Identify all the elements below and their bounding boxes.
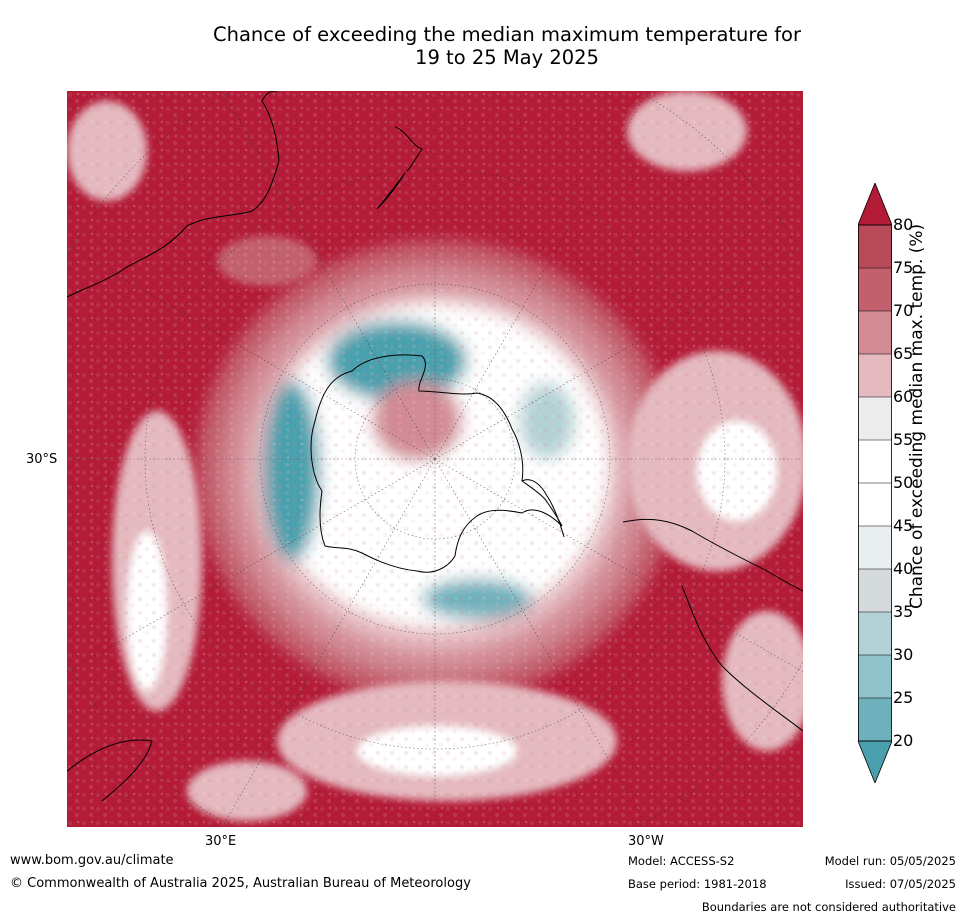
colorbar-tick-label: 70	[893, 301, 914, 320]
colorbar-band	[858, 612, 892, 655]
coastlines	[67, 91, 803, 802]
south-america-coast-2	[681, 585, 803, 732]
colorbar-band	[858, 440, 892, 483]
new-zealand-north-coast	[394, 126, 423, 172]
lat-label-30s: 30°S	[26, 452, 58, 467]
footer-model: Model: ACCESS-S2	[628, 854, 735, 868]
colorbar-tick-label: 40	[893, 559, 914, 578]
colorbar-extend-high	[858, 183, 892, 226]
lon-label-30e: 30°E	[205, 834, 237, 849]
australia-coast	[67, 91, 280, 298]
colorbar-band	[858, 698, 892, 741]
footer-model-run: Model run: 05/05/2025	[824, 854, 956, 868]
colorbar-band	[858, 268, 892, 311]
colorbar-tick-label: 50	[893, 473, 914, 492]
colorbar-tick-label: 55	[893, 430, 914, 449]
polar-map	[67, 91, 803, 827]
colorbar-band	[858, 526, 892, 569]
africa-coast	[67, 739, 153, 802]
south-america-coast	[622, 518, 803, 592]
map-title-line2: 19 to 25 May 2025	[415, 46, 599, 69]
colorbar-tick-label: 65	[893, 344, 914, 363]
colorbar-tick-label: 75	[893, 258, 914, 277]
colorbar-tick-label: 35	[893, 602, 914, 621]
colorbar-band	[858, 311, 892, 354]
colorbar-extend-low	[858, 740, 892, 783]
colorbar-tick-label: 45	[893, 516, 914, 535]
colorbar-tick-label: 60	[893, 387, 914, 406]
colorbar-band	[858, 655, 892, 698]
colorbar-band	[858, 354, 892, 397]
colorbar	[858, 183, 892, 783]
new-zealand-south-coast	[376, 172, 406, 210]
colorbar-label: Chance of exceeding median max. temp. (%…	[907, 223, 927, 609]
footer-copyright: © Commonwealth of Australia 2025, Austra…	[10, 876, 471, 891]
colorbar-band	[858, 483, 892, 526]
footer-issued: Issued: 07/05/2025	[845, 877, 956, 891]
colorbar-band	[858, 225, 892, 268]
colorbar-tick-label: 30	[893, 645, 914, 664]
colorbar-frame	[858, 224, 892, 742]
antarctic-peninsula-coast	[521, 479, 565, 538]
colorbar-band	[858, 397, 892, 440]
colorbar-tick-label: 20	[893, 731, 914, 750]
map-title-line1: Chance of exceeding the median maximum t…	[212, 23, 802, 46]
colorbar-tick-label: 80	[893, 215, 914, 234]
colorbar-tick-label: 25	[893, 688, 914, 707]
footer-website: www.bom.gov.au/climate	[10, 853, 174, 868]
lon-label-30w: 30°W	[628, 834, 664, 849]
footer-disclaimer: Boundaries are not considered authoritat…	[701, 900, 956, 914]
footer-base-period: Base period: 1981-2018	[628, 877, 767, 891]
antarctica-coast	[310, 354, 563, 573]
colorbar-band	[858, 569, 892, 612]
graticule	[67, 91, 803, 827]
